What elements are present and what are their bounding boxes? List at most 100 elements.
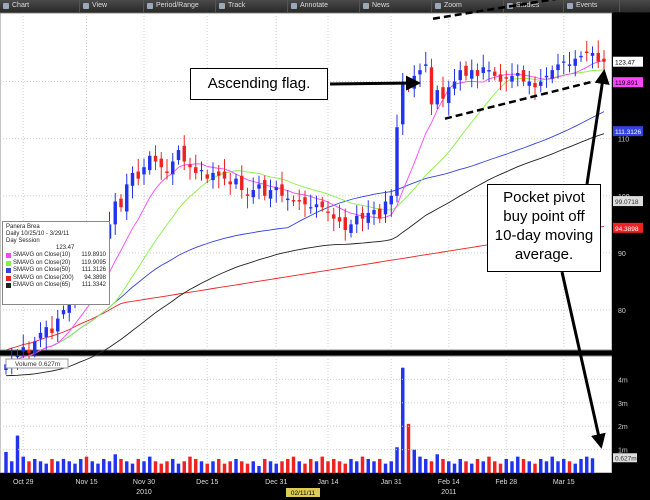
volume-bar <box>159 463 163 473</box>
candle-body <box>320 201 324 208</box>
volume-bar <box>383 463 388 473</box>
volume-bar <box>38 461 43 473</box>
candle <box>429 58 434 115</box>
volume-bar <box>562 458 566 473</box>
candle-body <box>337 217 342 222</box>
candle-body <box>349 224 353 233</box>
candle <box>470 59 474 88</box>
candle-body <box>326 211 330 213</box>
candle-body <box>309 207 313 209</box>
candle <box>372 201 376 225</box>
candle <box>366 200 370 230</box>
volume-bar <box>194 458 198 473</box>
x-date-label: Jan 31 <box>381 479 402 486</box>
volume-bar <box>533 463 537 473</box>
toolbar-zoom[interactable]: Zoom <box>432 0 504 12</box>
volume-bar <box>27 461 31 473</box>
candle-body <box>516 72 520 76</box>
candle-body <box>573 58 577 66</box>
toolbar-news[interactable]: News <box>360 0 432 12</box>
candle <box>159 152 163 180</box>
candle <box>251 177 255 204</box>
candle <box>464 61 468 81</box>
pocket-pivot-line: average. <box>514 246 574 263</box>
candle-body <box>464 65 468 76</box>
legend-session: Day Session <box>6 238 40 244</box>
volume-bar <box>113 454 117 473</box>
candle <box>44 320 48 350</box>
volume-bar <box>378 458 382 473</box>
price-tag-bg <box>613 77 643 88</box>
candle <box>487 61 491 83</box>
candle-body <box>33 341 37 353</box>
volume-bar <box>510 461 514 473</box>
candle <box>510 63 514 89</box>
candle-body <box>153 155 158 162</box>
volume-tick-label: 4m <box>618 377 628 384</box>
candle-body <box>562 61 566 63</box>
candle <box>286 190 290 211</box>
cursor-date: 02/11/11 <box>291 490 316 497</box>
candle <box>130 166 135 199</box>
volume-bar <box>136 458 140 473</box>
candle <box>182 135 186 171</box>
candle <box>516 64 520 87</box>
candle-body <box>504 77 508 79</box>
candle-body <box>401 81 405 125</box>
candle <box>349 219 353 238</box>
volume-bar <box>222 463 227 473</box>
price-tag-bg <box>613 56 643 67</box>
volume-tag: 0.627m <box>615 455 637 462</box>
volume-bar <box>424 458 428 473</box>
candle <box>240 165 244 199</box>
legend-rows: SMAVG on Close(10) 119.8910 SMAVG on Close… <box>6 252 106 290</box>
volume-bar <box>165 461 169 473</box>
candle <box>475 63 480 89</box>
volume-bar <box>199 461 204 473</box>
toolbar-period-range[interactable]: Period/Range <box>144 0 216 12</box>
candle-body <box>240 175 244 191</box>
candle <box>309 194 313 214</box>
candle-body <box>487 70 491 72</box>
toolbar-chart[interactable]: Chart <box>0 0 80 12</box>
candle-body <box>556 64 560 71</box>
volume-bar <box>125 461 129 473</box>
candle <box>556 53 560 79</box>
candle <box>602 50 606 73</box>
toolbar-annotate[interactable]: Annotate <box>288 0 360 12</box>
candle-body <box>533 82 537 88</box>
candle <box>245 187 250 209</box>
candle <box>539 68 543 93</box>
price-tag: 94.3898 <box>615 226 639 233</box>
volume-bar <box>487 456 491 473</box>
chart-legend: Panera Brea Daily 10/25/10 - 3/29/11 Day… <box>2 221 110 305</box>
x-year-label: 2010 <box>136 489 152 496</box>
legend-row: SMAVG on Close(20) 119.9095 <box>6 260 106 268</box>
volume-bar <box>406 423 411 473</box>
candle <box>527 70 531 95</box>
candle-body <box>602 58 606 62</box>
candle-body <box>590 52 595 56</box>
candle-body <box>27 350 31 353</box>
legend-swatch <box>6 268 11 273</box>
volume-bar <box>15 435 20 473</box>
toolbar-events[interactable]: Events <box>564 0 620 12</box>
pocket-pivot-line: buy point off <box>503 208 585 225</box>
flag-upper-line <box>432 0 558 20</box>
price-tag-bg <box>613 126 643 137</box>
volume-bar <box>234 458 238 473</box>
volume-bar <box>291 456 296 473</box>
x-date-label: Dec 15 <box>196 479 218 486</box>
candle <box>153 145 158 171</box>
candle <box>544 67 549 88</box>
toolbar-view[interactable]: View <box>80 0 144 12</box>
candle-body <box>389 195 393 205</box>
candle <box>343 208 347 241</box>
toolbar-track[interactable]: Track <box>216 0 288 12</box>
candle-body <box>424 64 428 66</box>
volume-bar <box>119 458 123 473</box>
right-axis-bg <box>612 13 650 473</box>
candle-body <box>50 328 54 333</box>
volume-bar <box>21 456 25 473</box>
volume-bar <box>544 461 549 473</box>
